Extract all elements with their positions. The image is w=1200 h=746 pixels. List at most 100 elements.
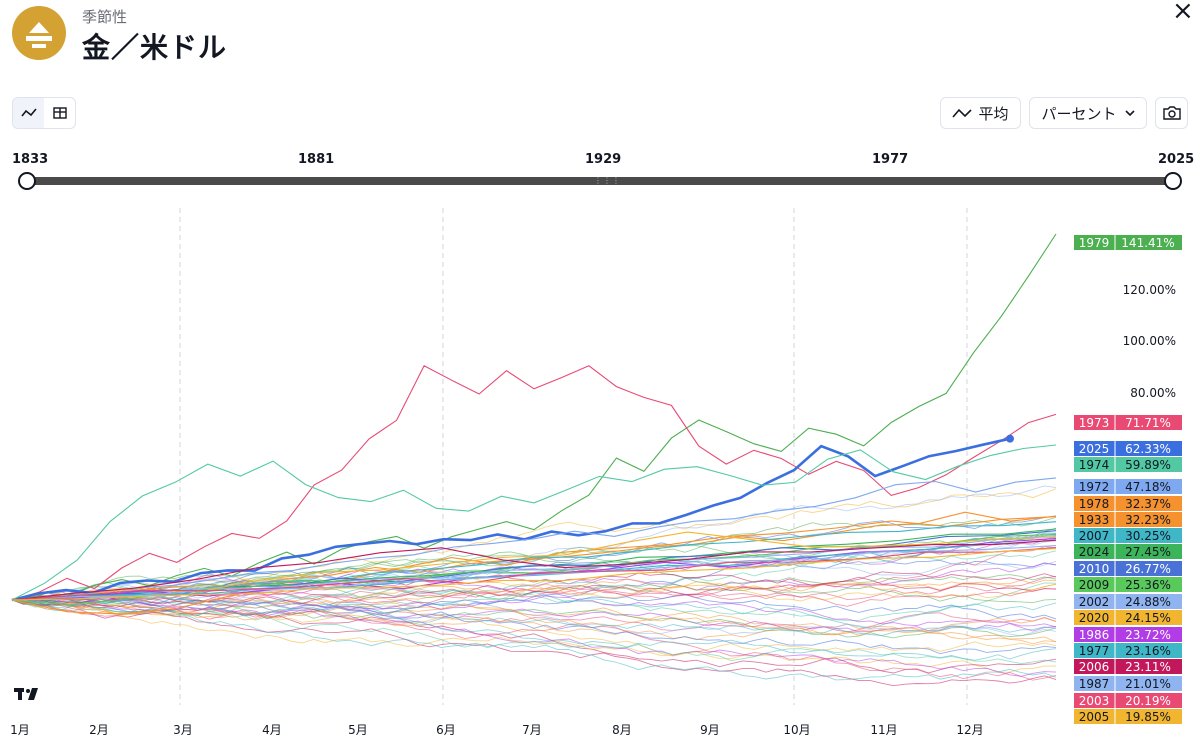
series-line-1974[interactable] — [11, 444, 1057, 601]
legend-year: 1974 — [1079, 458, 1110, 472]
range-end-label: 2025 — [1158, 152, 1195, 167]
legend-item-2025[interactable]: 2025 62.33% — [1074, 441, 1182, 456]
legend-swatch — [1074, 528, 1182, 543]
line-chart-icon — [952, 108, 973, 118]
legend-item-1973[interactable]: 1973 71.71% — [1074, 415, 1182, 430]
legend-swatch — [1074, 235, 1182, 250]
legend-item-1974[interactable]: 1974 59.89% — [1074, 457, 1182, 472]
background-series-line — [11, 595, 1057, 673]
legend-item-2003[interactable]: 2003 20.19% — [1074, 693, 1182, 708]
background-series-line — [11, 535, 1057, 601]
legend-value: 23.72% — [1125, 628, 1171, 642]
background-series-line — [11, 597, 1057, 641]
legend-swatch — [1074, 512, 1182, 527]
series-line-1933[interactable] — [11, 516, 1057, 615]
legend-value: 59.89% — [1125, 458, 1171, 472]
range-tick-label: 1977 — [872, 152, 909, 167]
background-series-line — [11, 597, 1057, 665]
legend-value: 47.18% — [1125, 480, 1171, 494]
range-start-handle[interactable] — [18, 172, 36, 190]
legend-year: 1973 — [1079, 416, 1110, 430]
close-button[interactable]: × — [1172, 0, 1194, 26]
y-tick-label: 100.00% — [1123, 334, 1176, 348]
screenshot-button[interactable] — [1155, 97, 1188, 129]
background-series-line — [11, 598, 1057, 681]
legend-value: 20.19% — [1125, 694, 1171, 708]
legend-item-1933[interactable]: 1933 32.23% — [1074, 512, 1182, 527]
legend-value: 19.85% — [1125, 710, 1171, 724]
legend-item-2024[interactable]: 2024 27.45% — [1074, 544, 1182, 559]
background-series-line — [11, 596, 1057, 657]
legend-item-2007[interactable]: 2007 30.25% — [1074, 528, 1182, 543]
table-icon — [52, 107, 67, 119]
x-tick-label: 9月 — [700, 723, 720, 737]
series-line-1979[interactable] — [11, 233, 1057, 601]
legend-item-2020[interactable]: 2020 24.15% — [1074, 610, 1182, 625]
tradingview-logo-icon — [14, 686, 44, 706]
legend-value: 25.36% — [1125, 578, 1171, 592]
legend-swatch — [1074, 577, 1182, 592]
range-end-handle[interactable] — [1164, 172, 1182, 190]
legend-swatch — [1074, 479, 1182, 494]
chevron-down-icon — [1124, 109, 1135, 116]
legend-swatch — [1074, 643, 1182, 658]
legend-value: 21.01% — [1125, 677, 1171, 691]
range-slider-grip-icon[interactable]: ⋮⋮⋮ — [594, 176, 621, 185]
background-series-line — [11, 597, 1057, 677]
legend-year: 2007 — [1079, 529, 1110, 543]
legend-year: 2005 — [1079, 710, 1110, 724]
legend-value: 24.88% — [1125, 595, 1171, 609]
y-tick-label: 80.00% — [1130, 386, 1176, 400]
legend-year: 2003 — [1079, 694, 1110, 708]
legend-year: 2006 — [1079, 660, 1110, 674]
table-view-button[interactable] — [44, 98, 75, 128]
series-line-2003[interactable] — [11, 547, 1057, 601]
background-series-line — [11, 485, 1057, 601]
legend-item-2009[interactable]: 2009 25.36% — [1074, 577, 1182, 592]
seasonality-chart: 1月 2月 3月 4月 5月 6月 7月 8月 9月 10月 11月 12月 80.00% 100.00%… — [10, 208, 1182, 737]
legend-item-2006[interactable]: 2006 23.11% — [1074, 659, 1182, 674]
legend-year: 2010 — [1079, 562, 1110, 576]
legend-item-1977[interactable]: 1977 23.16% — [1074, 643, 1182, 658]
legend-year: 2009 — [1079, 578, 1110, 592]
legend-item-2005[interactable]: 2005 19.85% — [1074, 709, 1182, 724]
range-start-label: 1833 — [12, 152, 49, 167]
x-tick-label: 1月 — [10, 723, 30, 737]
legend-item-1987[interactable]: 1987 21.01% — [1074, 676, 1182, 691]
background-series-line — [11, 550, 1057, 616]
x-tick-label: 7月 — [522, 723, 542, 737]
page-subtitle: 季節性 — [82, 8, 128, 26]
series-line-1973[interactable] — [11, 365, 1057, 601]
legend-swatch — [1074, 594, 1182, 609]
series-line-1987[interactable] — [11, 545, 1057, 601]
series-line-2005[interactable] — [11, 548, 1057, 601]
legend-item-1986[interactable]: 1986 23.72% — [1074, 627, 1182, 642]
legend-year: 1986 — [1079, 628, 1110, 642]
range-tick-label: 1929 — [585, 152, 622, 167]
legend-year: 1972 — [1079, 480, 1110, 494]
legend-item-2010[interactable]: 2010 26.77% — [1074, 561, 1182, 576]
legend-item-1978[interactable]: 1978 32.37% — [1074, 496, 1182, 511]
view-toggle — [12, 97, 76, 129]
legend-item-1972[interactable]: 1972 47.18% — [1074, 479, 1182, 494]
range-slider-track[interactable] — [26, 177, 1173, 185]
x-tick-label: 4月 — [262, 723, 282, 737]
series-line-2006[interactable] — [11, 539, 1057, 601]
series-line-1972[interactable] — [11, 477, 1057, 601]
legend-swatch — [1074, 415, 1182, 430]
x-tick-label: 5月 — [348, 723, 368, 737]
gold-bars-icon — [12, 6, 66, 60]
legend-item-2002[interactable]: 2002 24.88% — [1074, 594, 1182, 609]
line-chart-view-button[interactable] — [13, 98, 44, 128]
background-series-line — [11, 599, 1057, 681]
background-series-line — [11, 599, 1057, 687]
legend-item-1979[interactable]: 1979 141.41% — [1074, 235, 1182, 250]
legend-year: 1978 — [1079, 497, 1110, 511]
mode-label: パーセント — [1041, 104, 1117, 123]
average-button[interactable]: 平均 — [940, 97, 1021, 129]
x-tick-label: 10月 — [783, 723, 810, 737]
current-point — [1006, 434, 1014, 443]
mode-dropdown[interactable]: パーセント — [1029, 97, 1147, 129]
legend-swatch — [1074, 676, 1182, 691]
legend-year: 1977 — [1079, 644, 1110, 658]
